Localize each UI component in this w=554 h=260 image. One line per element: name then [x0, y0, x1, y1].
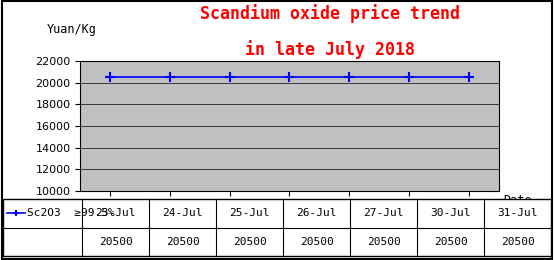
- Text: 20500: 20500: [99, 237, 132, 247]
- Text: 20500: 20500: [501, 237, 535, 247]
- Text: 20500: 20500: [367, 237, 401, 247]
- Bar: [3, 199, 551, 256]
- Text: 24-Jul: 24-Jul: [162, 208, 203, 218]
- Text: Sc2O3  ≥99.5%: Sc2O3 ≥99.5%: [27, 208, 114, 218]
- Text: 31-Jul: 31-Jul: [497, 208, 538, 218]
- Text: in late July 2018: in late July 2018: [245, 40, 414, 59]
- Text: 27-Jul: 27-Jul: [363, 208, 404, 218]
- Text: 20500: 20500: [166, 237, 199, 247]
- Text: 20500: 20500: [233, 237, 266, 247]
- Text: 26-Jul: 26-Jul: [296, 208, 337, 218]
- Text: 23-Jul: 23-Jul: [95, 208, 136, 218]
- Text: 20500: 20500: [300, 237, 334, 247]
- Text: 20500: 20500: [434, 237, 468, 247]
- Text: Date: Date: [503, 194, 531, 207]
- Text: Yuan/Kg: Yuan/Kg: [47, 23, 97, 36]
- Text: Scandium oxide price trend: Scandium oxide price trend: [199, 4, 460, 23]
- Text: 25-Jul: 25-Jul: [229, 208, 270, 218]
- Text: 30-Jul: 30-Jul: [430, 208, 471, 218]
